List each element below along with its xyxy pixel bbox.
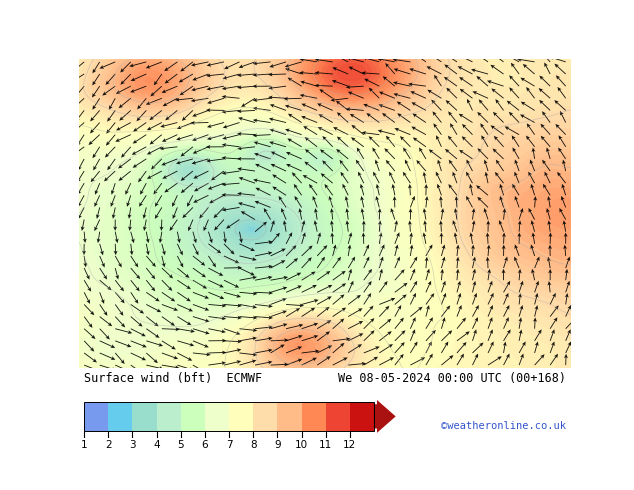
Bar bbox=[205, 402, 229, 431]
Bar bbox=[108, 402, 133, 431]
Bar bbox=[253, 402, 278, 431]
Text: 5: 5 bbox=[178, 440, 184, 450]
Bar bbox=[157, 402, 181, 431]
Text: 10: 10 bbox=[295, 440, 308, 450]
Text: 7: 7 bbox=[226, 440, 233, 450]
Text: 12: 12 bbox=[343, 440, 356, 450]
Text: 1: 1 bbox=[81, 440, 87, 450]
Text: 2: 2 bbox=[105, 440, 112, 450]
Text: We 08-05-2024 00:00 UTC (00+168): We 08-05-2024 00:00 UTC (00+168) bbox=[338, 371, 566, 385]
Bar bbox=[278, 402, 302, 431]
Bar bbox=[229, 402, 253, 431]
Text: 9: 9 bbox=[274, 440, 281, 450]
Bar bbox=[350, 402, 374, 431]
Text: 4: 4 bbox=[153, 440, 160, 450]
Bar bbox=[84, 402, 108, 431]
Text: 11: 11 bbox=[319, 440, 332, 450]
Bar bbox=[133, 402, 157, 431]
Bar bbox=[84, 402, 374, 431]
Text: ©weatheronline.co.uk: ©weatheronline.co.uk bbox=[441, 421, 566, 431]
Bar bbox=[302, 402, 326, 431]
Text: 6: 6 bbox=[202, 440, 208, 450]
FancyArrow shape bbox=[373, 400, 396, 433]
Bar bbox=[181, 402, 205, 431]
Text: 3: 3 bbox=[129, 440, 136, 450]
Text: 8: 8 bbox=[250, 440, 257, 450]
Bar bbox=[326, 402, 350, 431]
Text: Surface wind (bft)  ECMWF: Surface wind (bft) ECMWF bbox=[84, 371, 262, 385]
